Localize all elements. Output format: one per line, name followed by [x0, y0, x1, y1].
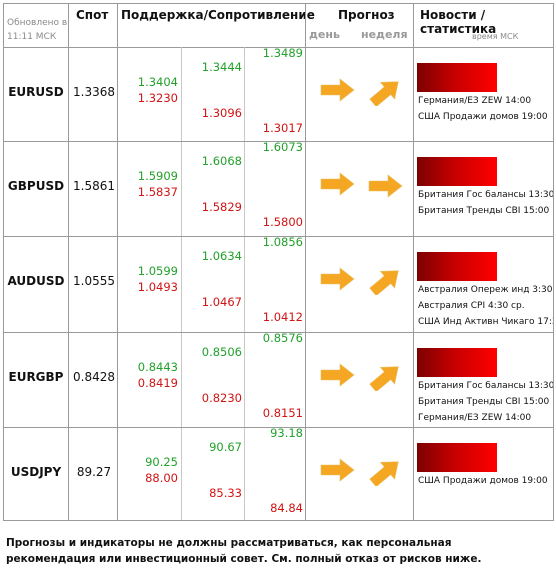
- symbol-audusd: AUDUSD: [7, 274, 65, 288]
- level-top: 1.6073: [262, 140, 303, 154]
- col-divider: [117, 4, 118, 520]
- level-mid-down: 1.0467: [201, 295, 242, 309]
- level-mid-up: 0.8506: [201, 345, 242, 359]
- news-impact-bar: [417, 63, 497, 92]
- news-impact-bar: [417, 252, 497, 281]
- row-divider: [4, 332, 553, 333]
- level-mid-down: 0.8230: [201, 391, 242, 405]
- right-arrow-icon: [320, 267, 355, 291]
- col-divider: [413, 4, 414, 520]
- spot-header: Спот: [76, 8, 109, 22]
- news-item: Германия/ЕЗ ZEW 14:00: [418, 413, 532, 423]
- news-impact-bar: [417, 443, 497, 472]
- news-item: Австралия CPI 4:30 ср.: [418, 301, 525, 311]
- forex-table: Обновлено в 11:11 МСК Спот Поддержка/Соп…: [3, 3, 554, 521]
- level-resistance: 1.3230: [137, 91, 178, 105]
- level-support: 0.8443: [137, 360, 178, 374]
- day-header: день: [309, 28, 340, 41]
- news-item: Британия Гос балансы 13:30: [418, 190, 553, 200]
- level-resistance: 88.00: [145, 471, 178, 485]
- level-mid-up: 90.67: [209, 440, 242, 454]
- level-top: 1.3489: [262, 46, 303, 60]
- symbol-usdjpy: USDJPY: [10, 465, 62, 479]
- level-divider: [244, 47, 245, 520]
- level-mid-up: 1.6068: [201, 154, 242, 168]
- level-mid-up: 1.3444: [201, 60, 242, 74]
- level-top: 1.0856: [262, 235, 303, 249]
- spot-value: 89.27: [76, 465, 112, 479]
- spot-value: 1.5861: [73, 179, 115, 193]
- right-arrow-icon: [320, 458, 355, 482]
- news-item: Британия Гос балансы 13:30: [418, 381, 553, 391]
- table-header: Обновлено в 11:11 МСК Спот Поддержка/Соп…: [4, 4, 553, 48]
- row-divider: [4, 427, 553, 428]
- level-bottom: 1.3017: [262, 121, 303, 135]
- right-arrow-icon: [368, 174, 403, 198]
- news-item: Австралия Опереж инд 3:30: [418, 285, 553, 295]
- news-impact-bar: [417, 348, 497, 377]
- level-top: 93.18: [270, 426, 303, 440]
- up-right-arrow-icon: [369, 81, 399, 106]
- row-divider: [4, 141, 553, 142]
- news-item: США Продажи домов 19:00: [418, 112, 548, 122]
- level-support: 90.25: [145, 455, 178, 469]
- news-item: Британия Тренды CBI 15:00: [418, 206, 550, 216]
- up-right-arrow-icon: [369, 461, 399, 486]
- level-mid-down: 1.3096: [201, 106, 242, 120]
- level-support: 1.0599: [137, 264, 178, 278]
- up-right-arrow-icon: [369, 366, 399, 391]
- level-resistance: 0.8419: [137, 376, 178, 390]
- disclaimer: Прогнозы и индикаторы не должны рассматр…: [6, 537, 482, 565]
- level-support: 1.5909: [137, 169, 178, 183]
- right-arrow-icon: [320, 172, 355, 196]
- news-item: США Продажи домов 19:00: [418, 476, 548, 486]
- level-mid-down: 1.5829: [201, 200, 242, 214]
- col-divider: [305, 4, 306, 520]
- news-header: Новости / статистика: [420, 8, 497, 36]
- forecast-header: Прогноз: [338, 8, 395, 22]
- time-label: время МСК: [472, 32, 519, 41]
- level-mid-up: 1.0634: [201, 249, 242, 263]
- news-item: Германия/ЕЗ ZEW 14:00: [418, 96, 532, 106]
- news-item: Британия Тренды CBI 15:00: [418, 397, 550, 407]
- level-bottom: 84.84: [270, 501, 303, 515]
- news-item: США Инд Активн Чикаго 17:30: [418, 317, 553, 327]
- row-divider: [4, 236, 553, 237]
- levels-header: Поддержка/Сопротивление: [121, 8, 315, 22]
- level-resistance: 1.0493: [137, 280, 178, 294]
- level-mid-down: 85.33: [209, 486, 242, 500]
- level-divider: [181, 47, 182, 520]
- spot-value: 0.8428: [73, 370, 115, 384]
- news-impact-bar: [417, 157, 497, 186]
- symbol-eurgbp: EURGBP: [8, 370, 64, 384]
- level-bottom: 1.0412: [262, 310, 303, 324]
- spot-value: 1.0555: [73, 274, 115, 288]
- symbol-gbpusd: GBPUSD: [7, 179, 65, 193]
- up-right-arrow-icon: [369, 270, 399, 295]
- right-arrow-icon: [320, 78, 355, 102]
- right-arrow-icon: [320, 363, 355, 387]
- level-top: 0.8576: [262, 331, 303, 345]
- level-resistance: 1.5837: [137, 185, 178, 199]
- spot-value: 1.3368: [73, 85, 115, 99]
- level-bottom: 0.8151: [262, 406, 303, 420]
- col-divider: [68, 4, 69, 520]
- updated-label: Обновлено в 11:11 МСК: [7, 18, 68, 42]
- week-header: неделя: [361, 28, 408, 41]
- symbol-eurusd: EURUSD: [8, 85, 64, 99]
- level-support: 1.3404: [137, 75, 178, 89]
- level-bottom: 1.5800: [262, 215, 303, 229]
